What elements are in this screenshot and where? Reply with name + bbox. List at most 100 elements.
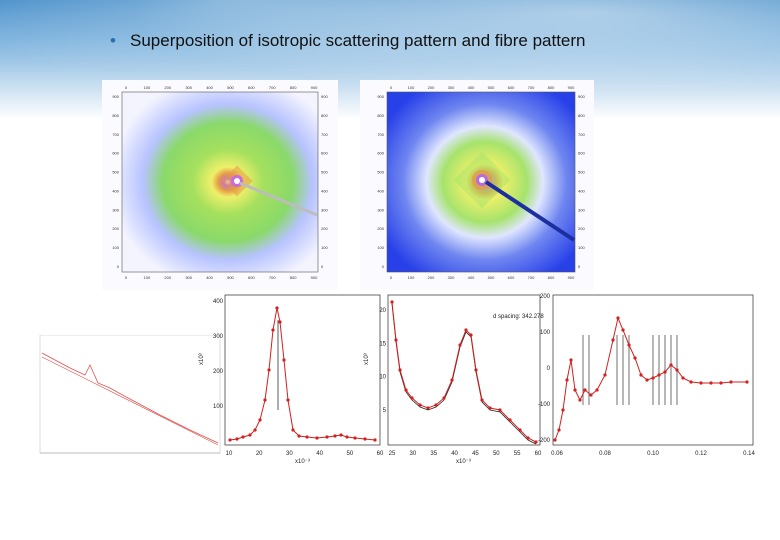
plot1-y-tick: 400 <box>213 299 224 305</box>
right-pattern-x-tick-bottom: 400 <box>468 275 475 280</box>
plot3-data-point <box>557 428 561 432</box>
right-pattern-x-tick-bottom: 300 <box>448 275 455 280</box>
plot3-data-point <box>633 356 637 360</box>
plot2-data-point <box>464 328 468 332</box>
left-pattern-x-tick-bottom: 200 <box>164 275 171 280</box>
plot1-data-point <box>267 368 271 372</box>
right-pattern-x-tick: 700 <box>528 85 535 90</box>
left-pattern-y-tick: 700 <box>112 132 119 137</box>
plot3-data-point <box>709 381 713 385</box>
right-pattern-x-tick-bottom: 500 <box>488 275 495 280</box>
plot3-data-point <box>627 343 631 347</box>
plot1-data-point <box>228 438 232 442</box>
left-pattern-y-tick: 600 <box>112 151 119 156</box>
plot3-data-point <box>589 393 593 397</box>
plot1-data-point <box>353 436 357 440</box>
plot3-data-point <box>616 316 620 320</box>
left-pattern-y-tick-right: 500 <box>321 170 328 175</box>
plot1-data-point <box>275 306 279 310</box>
plot1-data-point <box>291 428 295 432</box>
plot1-data-point <box>286 398 290 402</box>
plot2-x-unit: x10⁻³ <box>456 459 471 465</box>
plot2-data-point <box>469 333 473 337</box>
plot2-data-point <box>442 396 446 400</box>
plot1-x-tick: 50 <box>346 451 353 457</box>
right-pattern-y-tick: 600 <box>377 151 384 156</box>
plot3-data-point <box>689 380 693 384</box>
left-pattern-x-tick: 800 <box>290 85 297 90</box>
plot3-data-point <box>603 373 607 377</box>
plot3-data-point <box>663 370 667 374</box>
plot3-data-point <box>573 388 577 392</box>
plot2-x-tick: 30 <box>410 451 417 457</box>
plot2-data-point <box>508 418 512 422</box>
right-pattern-y-tick: 300 <box>377 207 384 212</box>
plot2-data-point <box>498 408 502 412</box>
plot3-data-point <box>578 398 582 402</box>
right-pattern-y-tick: 400 <box>377 188 384 193</box>
plot2-data-point <box>450 378 454 382</box>
plot2-x-tick: 55 <box>514 451 521 457</box>
left-pattern-x-tick: 200 <box>164 85 171 90</box>
right-fibre-streak <box>484 180 576 242</box>
plot2-x-tick: 50 <box>493 451 500 457</box>
plot2-x-tick: 35 <box>430 451 437 457</box>
bullet-dot-icon: • <box>110 31 116 50</box>
left-pattern-y-tick-right: 200 <box>321 226 328 231</box>
plot2-y-unit: x10³ <box>364 353 370 365</box>
plot2-x-tick: 45 <box>472 451 479 457</box>
right-pattern-y-tick-right: 600 <box>578 151 585 156</box>
plot1-data-point <box>263 398 267 402</box>
plot3-y-tick: 100 <box>540 330 551 336</box>
left-pattern-y-tick-right: 300 <box>321 207 328 212</box>
plot2-data-point <box>394 338 398 342</box>
plot3-data-point <box>561 408 565 412</box>
plot3-data-point <box>729 380 733 384</box>
right-pattern-y-tick: 900 <box>377 94 384 99</box>
plot3-data-point <box>565 378 569 382</box>
plot2-y-tick: 20 <box>379 308 386 314</box>
left-pattern-y-tick: 100 <box>112 245 119 250</box>
plot1-x-tick: 40 <box>316 451 323 457</box>
right-pattern-y-tick-right: 0 <box>578 264 581 269</box>
plot1-y-tick: 100 <box>213 404 224 410</box>
plot1-data-point <box>325 435 329 439</box>
plot3-data-point <box>681 376 685 380</box>
plot1-data-point <box>253 428 257 432</box>
left-pattern-x-tick: 0 <box>125 85 128 90</box>
plot2-data-point <box>410 396 414 400</box>
left-pattern-y-tick: 200 <box>112 226 119 231</box>
plot1-data-point <box>235 437 239 441</box>
right-pattern-x-tick-bottom: 900 <box>568 275 575 280</box>
plot2-x-tick: 60 <box>535 451 542 457</box>
plot2-data-point <box>398 368 402 372</box>
plot1-x-tick: 30 <box>286 451 293 457</box>
plot2-x-tick: 25 <box>389 451 396 457</box>
left-pattern-x-tick: 600 <box>248 85 255 90</box>
plot3-x-tick: 0.12 <box>695 451 707 457</box>
left-pattern-y-tick: 300 <box>112 207 119 212</box>
plot2-data-point <box>434 403 438 407</box>
right-pattern-y-tick-right: 400 <box>578 188 585 193</box>
plot1-x-unit: x10⁻³ <box>295 459 310 465</box>
right-pattern-x-tick-bottom: 600 <box>508 275 515 280</box>
right-pattern-y-tick: 800 <box>377 113 384 118</box>
plot3-x-tick: 0.10 <box>647 451 659 457</box>
plot2-data-point <box>390 300 394 304</box>
plot3-data-point <box>719 381 723 385</box>
left-pattern-y-tick: 900 <box>112 94 119 99</box>
plot1-data-point <box>278 320 282 324</box>
plot3-x-tick: 0.06 <box>551 451 563 457</box>
right-pattern-y-tick: 0 <box>382 264 385 269</box>
left-pattern-x-tick-bottom: 300 <box>185 275 192 280</box>
plot3-data-point <box>553 438 557 442</box>
plot1-y-tick: 200 <box>213 369 224 375</box>
log-intensity-plot <box>39 335 221 454</box>
right-pattern-x-tick: 300 <box>448 85 455 90</box>
plot2-data-point <box>426 406 430 410</box>
plot3-data-point <box>583 388 587 392</box>
left-pattern-frame <box>121 91 319 273</box>
plot2-data-point <box>474 368 478 372</box>
left-pattern-x-tick-bottom: 600 <box>248 275 255 280</box>
right-pattern-y-tick-right: 300 <box>578 207 585 212</box>
